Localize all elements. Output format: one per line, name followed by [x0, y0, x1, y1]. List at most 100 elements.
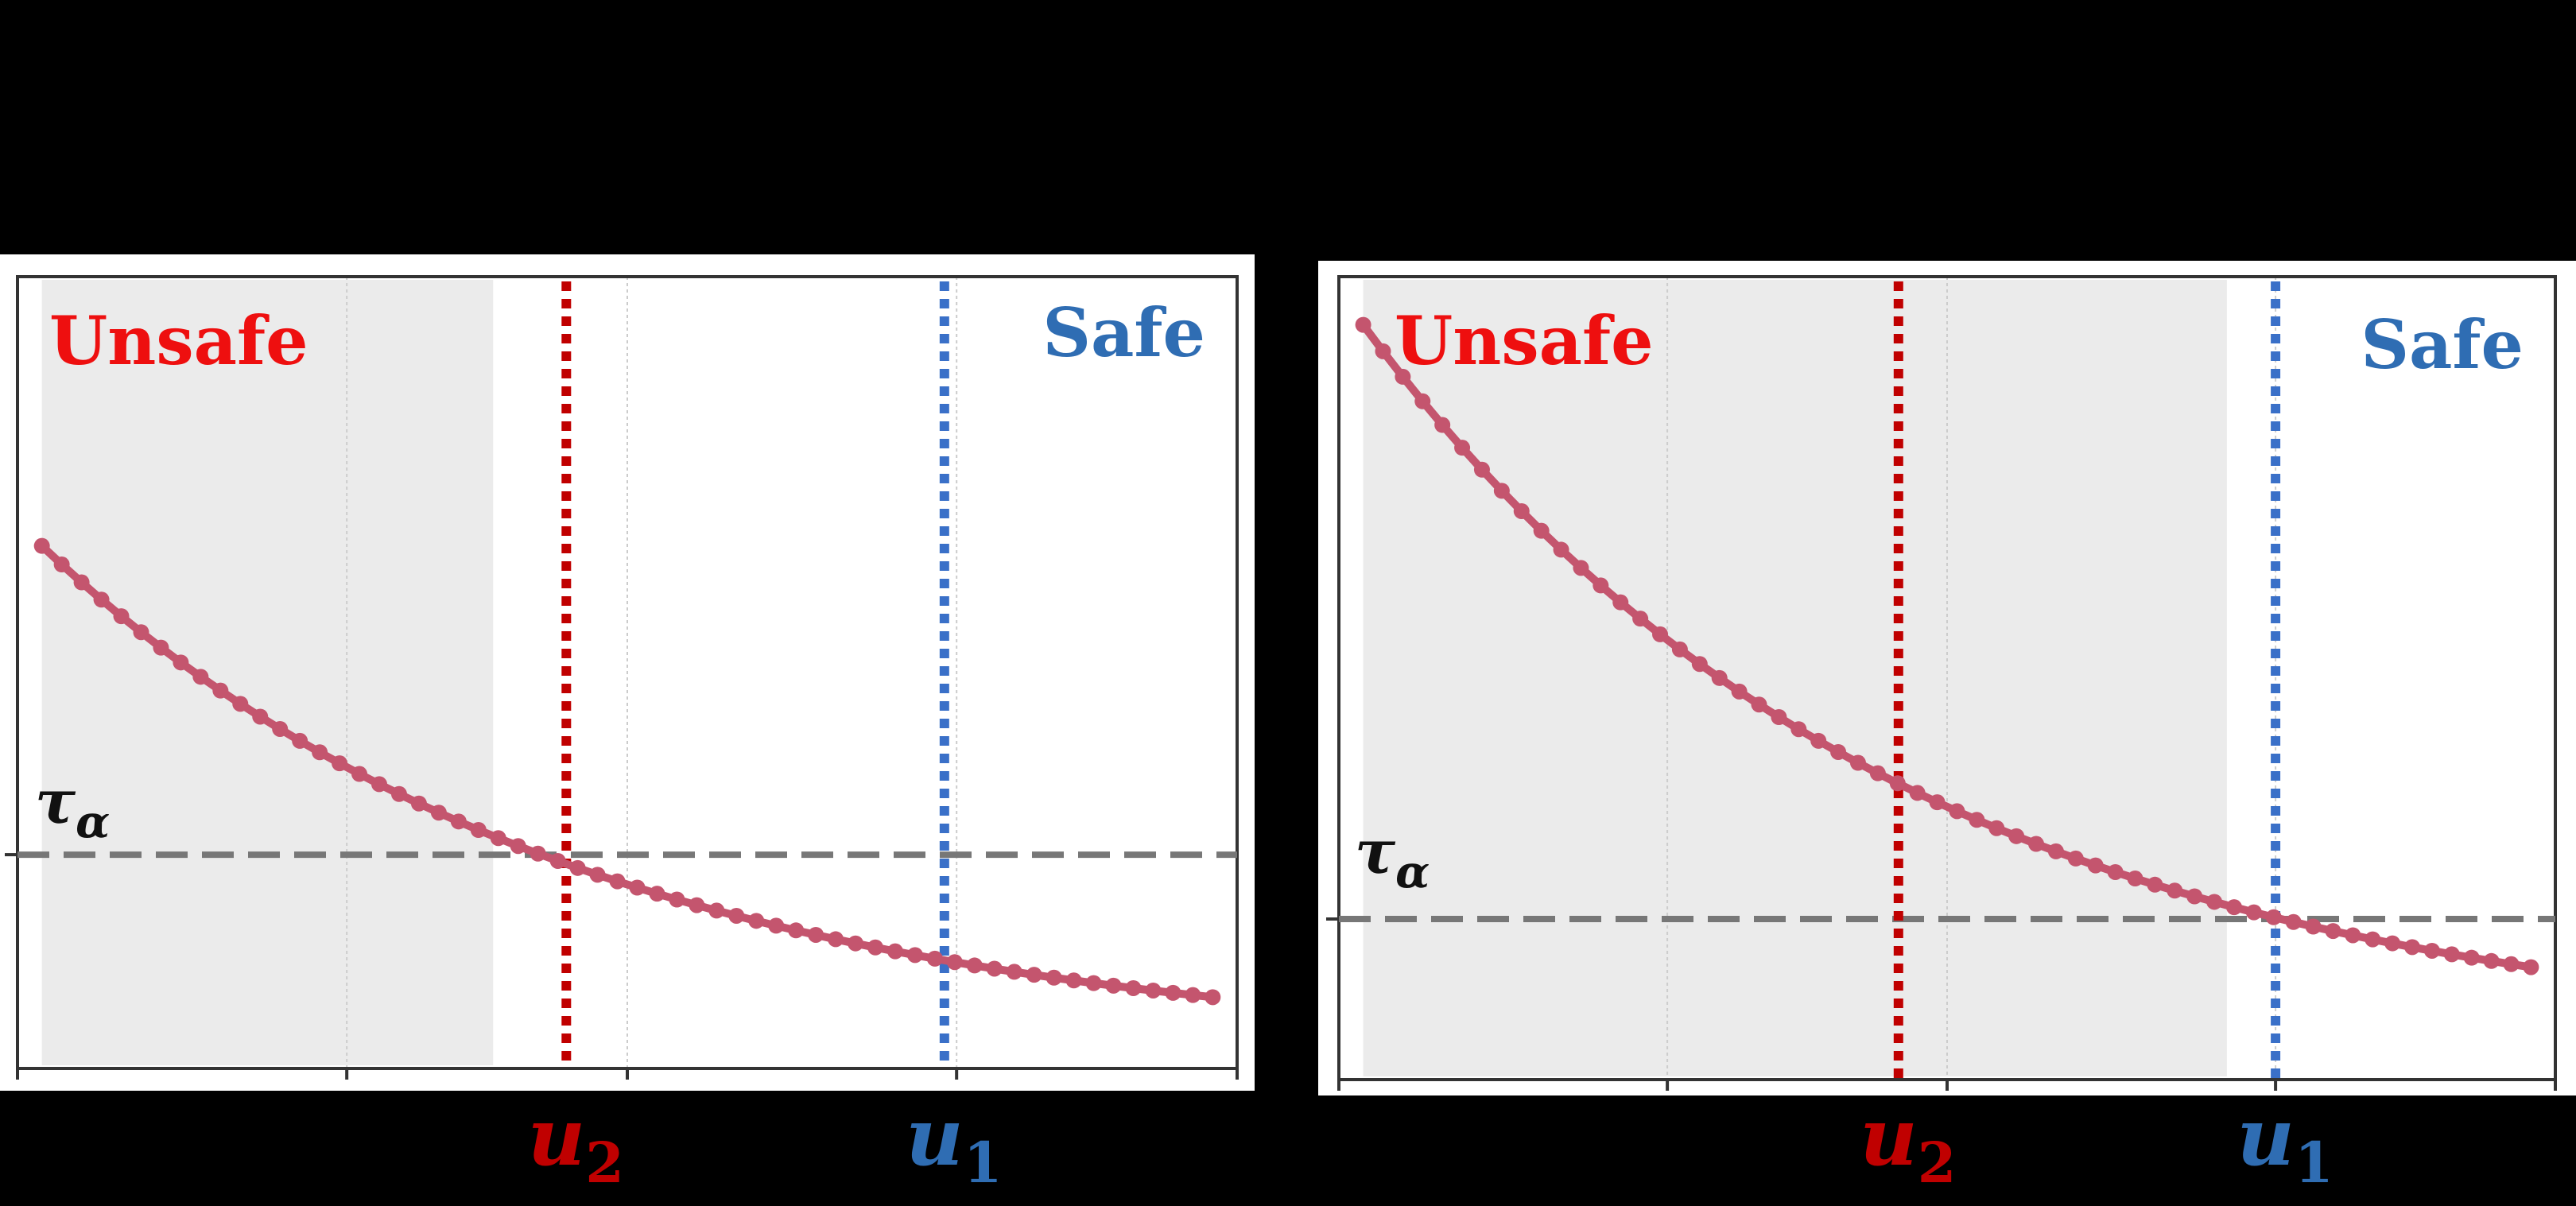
left-curve — [33, 537, 1221, 1006]
left-u1-subscript: 1 — [964, 1130, 1003, 1196]
right-curve-point — [2345, 927, 2361, 944]
right-curve-point — [1395, 368, 1411, 385]
left-curve-point — [73, 574, 90, 591]
right-curve-point — [1513, 502, 1530, 519]
left-unsafe-label: Unsafe — [49, 301, 308, 380]
right-curve-point — [1988, 820, 2005, 836]
left-curve-point — [708, 902, 725, 919]
left-curve-point — [351, 766, 368, 782]
left-curve-point — [848, 935, 864, 952]
left-curve-point — [649, 886, 665, 902]
right-u1-letter: u — [2237, 1090, 2295, 1184]
left-curve-point — [966, 957, 983, 974]
left-curve-point — [1185, 987, 1201, 1003]
right-safe-label: Safe — [2361, 305, 2524, 384]
right-x-ticks — [1337, 1080, 2557, 1091]
left-tau-subscript: α — [76, 796, 110, 848]
left-curve-point — [312, 744, 328, 761]
right-curve-point — [1909, 785, 1926, 801]
left-curve-point — [153, 639, 169, 656]
left-curve-point — [689, 897, 705, 913]
right-curve-point — [2325, 923, 2341, 940]
left-curve-point — [232, 696, 249, 712]
right-curve-point — [1889, 775, 1906, 792]
left-shaded-region — [41, 280, 494, 1065]
right-curve-point — [2206, 894, 2223, 910]
right-curve-point — [1671, 641, 1688, 657]
left-panel: Unsafe Safe τα — [0, 254, 1255, 1091]
right-tau-label: τα — [1355, 816, 1430, 898]
left-u2-subscript: 2 — [585, 1130, 624, 1196]
left-curve-point — [906, 947, 923, 964]
left-x-ticks — [16, 1068, 1239, 1080]
right-curve-point — [1691, 656, 1708, 673]
left-curve-point — [490, 830, 506, 847]
right-curve-point — [1632, 611, 1649, 627]
left-curve-point — [1085, 975, 1102, 991]
right-curve-point — [1652, 626, 1669, 642]
left-curve-point — [371, 776, 387, 793]
left-curve-point — [549, 852, 566, 869]
left-curve-point — [1125, 979, 1142, 996]
right-curve-point — [1790, 721, 1807, 738]
left-tau-symbol: τ — [35, 766, 76, 837]
left-curve-point — [93, 591, 110, 608]
left-curve-point — [133, 624, 149, 641]
left-curve-point — [748, 913, 765, 929]
right-curve-point — [1593, 577, 1609, 594]
left-curve-point — [728, 907, 745, 924]
left-curve-point — [1006, 964, 1022, 980]
left-curve-point — [173, 654, 189, 671]
right-curve-point — [1969, 812, 1985, 828]
right-curve-point — [2186, 888, 2203, 905]
left-curve-point — [192, 669, 209, 685]
left-curve-point — [1065, 972, 1082, 989]
right-u2-letter: u — [1860, 1090, 1918, 1184]
left-curve-point — [1026, 967, 1042, 983]
right-curve-point — [1414, 393, 1431, 409]
right-curve-point — [1355, 316, 1371, 333]
right-curve-point — [2443, 946, 2460, 963]
right-curve-point — [1731, 683, 1748, 700]
right-curve — [1355, 316, 2539, 975]
left-curve-point — [1165, 984, 1181, 1001]
left-curve-point — [926, 950, 943, 967]
right-curve-point — [2147, 876, 2163, 893]
left-curve-point — [53, 556, 70, 573]
left-curve-point — [569, 859, 586, 876]
right-curve-point — [1434, 417, 1451, 433]
left-curve-point — [410, 795, 427, 812]
left-curve-point — [390, 785, 407, 802]
right-curve-point — [1869, 765, 1886, 781]
left-u2-label: u2 — [528, 1090, 624, 1196]
right-curve-point — [1454, 440, 1471, 456]
right-panel: Unsafe Safe τα — [1318, 261, 2576, 1095]
right-tau-symbol: τ — [1355, 816, 1396, 887]
left-curve-point — [113, 608, 130, 625]
right-curve-point — [1375, 343, 1391, 359]
left-safe-label: Safe — [1042, 293, 1205, 372]
left-u1-label: u1 — [906, 1090, 1002, 1196]
right-curve-point — [1533, 522, 1550, 539]
right-curve-point — [2167, 882, 2183, 899]
left-curve-point — [609, 873, 626, 890]
right-curve-point — [2127, 871, 2143, 887]
right-curve-point — [2107, 863, 2124, 880]
right-curve-point — [2404, 939, 2421, 956]
left-curve-point — [272, 720, 289, 737]
right-curve-point — [1830, 743, 1847, 760]
left-curve-point — [828, 931, 844, 948]
left-curve-point — [450, 813, 467, 830]
left-curve-point — [768, 917, 785, 934]
left-curve-point — [986, 960, 1003, 977]
right-curve-point — [1751, 696, 1767, 713]
right-curve-point — [2047, 843, 2064, 859]
left-curve-point — [589, 867, 606, 883]
right-curve-point — [1612, 594, 1629, 611]
right-unsafe-label: Unsafe — [1395, 301, 1654, 380]
right-curve-point — [1711, 669, 1728, 686]
left-grid — [346, 277, 958, 1068]
left-curve-point — [292, 732, 308, 749]
right-curve-point — [1949, 803, 1965, 820]
